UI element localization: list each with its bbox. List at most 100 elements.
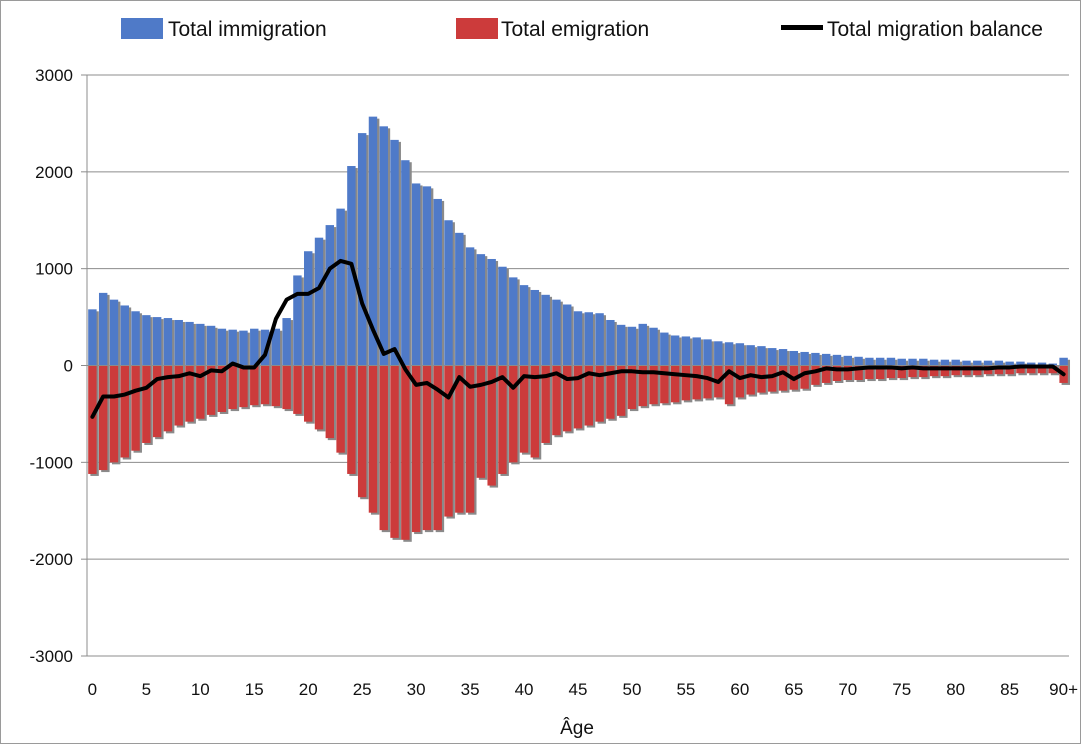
immigration-bar bbox=[444, 220, 453, 366]
x-tick-label: 35 bbox=[461, 680, 480, 699]
immigration-bar bbox=[239, 330, 248, 366]
emigration-bar bbox=[1037, 365, 1047, 374]
immigration-bar bbox=[616, 324, 626, 366]
emigration-bar bbox=[886, 365, 896, 379]
emigration-bar bbox=[940, 365, 950, 377]
x-tick-label: 5 bbox=[142, 680, 151, 699]
immigration-bar bbox=[929, 359, 939, 366]
immigration-bar bbox=[88, 309, 97, 366]
immigration-bar bbox=[627, 326, 637, 366]
emigration-bar bbox=[703, 365, 712, 399]
x-tick-label: 10 bbox=[191, 680, 210, 699]
emigration-bar bbox=[595, 365, 604, 422]
emigration-bar bbox=[98, 365, 108, 471]
x-tick-label: 75 bbox=[892, 680, 911, 699]
emigration-bar bbox=[865, 365, 874, 380]
immigration-bar bbox=[832, 354, 842, 366]
emigration-bar bbox=[390, 365, 399, 538]
immigration-bar bbox=[670, 335, 680, 366]
emigration-bar bbox=[919, 365, 928, 378]
y-tick-label: -2000 bbox=[30, 550, 73, 569]
emigration-bar bbox=[768, 365, 777, 392]
immigration-bar bbox=[994, 360, 1004, 366]
immigration-bar bbox=[886, 357, 896, 366]
emigration-bar bbox=[109, 365, 119, 463]
immigration-bar bbox=[325, 225, 335, 366]
immigration-bar bbox=[196, 323, 205, 366]
emigration-bar bbox=[304, 365, 313, 422]
immigration-bar bbox=[250, 328, 259, 366]
x-tick-label: 25 bbox=[353, 680, 372, 699]
immigration-bar bbox=[109, 299, 119, 366]
x-tick-label: 65 bbox=[784, 680, 803, 699]
x-tick-label: 90+ bbox=[1049, 680, 1078, 699]
emigration-bar bbox=[843, 365, 852, 381]
emigration-bar bbox=[552, 365, 561, 436]
immigration-bar bbox=[919, 358, 928, 366]
immigration-bar bbox=[854, 356, 863, 366]
immigration-bar bbox=[573, 311, 583, 366]
emigration-bar bbox=[206, 365, 216, 415]
emigration-bar bbox=[660, 365, 669, 404]
y-tick-label: -3000 bbox=[30, 647, 73, 666]
emigration-bar bbox=[88, 365, 97, 474]
emigration-bar bbox=[746, 365, 755, 395]
emigration-bar bbox=[541, 365, 550, 443]
legend-swatch-emigration bbox=[456, 18, 498, 39]
emigration-bar bbox=[142, 365, 151, 443]
immigration-bar bbox=[800, 351, 809, 366]
immigration-bar bbox=[649, 327, 658, 366]
emigration-bar bbox=[670, 365, 680, 403]
immigration-bar bbox=[724, 342, 734, 366]
emigration-bar bbox=[832, 365, 842, 381]
immigration-bar bbox=[757, 346, 766, 366]
emigration-bar bbox=[196, 365, 205, 419]
emigration-bar bbox=[336, 365, 345, 453]
emigration-bar bbox=[131, 365, 140, 451]
immigration-bar bbox=[595, 313, 604, 366]
immigration-bar bbox=[768, 348, 777, 366]
emigration-bar bbox=[325, 365, 335, 439]
immigration-bar bbox=[206, 325, 216, 366]
emigration-bar bbox=[854, 365, 863, 381]
emigration-bar bbox=[465, 365, 475, 513]
immigration-bars bbox=[88, 116, 1071, 368]
immigration-bar bbox=[142, 315, 151, 366]
emigration-bar bbox=[455, 365, 464, 513]
immigration-bar bbox=[314, 237, 324, 366]
emigration-bar bbox=[1048, 365, 1058, 374]
emigration-bar bbox=[811, 365, 820, 385]
immigration-bar bbox=[703, 339, 712, 366]
immigration-bar bbox=[875, 357, 885, 366]
emigration-bar bbox=[476, 365, 486, 478]
immigration-bar bbox=[908, 358, 917, 366]
y-tick-label: 3000 bbox=[35, 66, 73, 85]
balance-line bbox=[90, 258, 1066, 419]
emigration-bar bbox=[1027, 365, 1036, 374]
immigration-bar bbox=[714, 341, 723, 366]
immigration-bar bbox=[217, 328, 227, 366]
emigration-bar bbox=[347, 365, 356, 474]
immigration-bar bbox=[174, 319, 183, 366]
emigration-bar bbox=[573, 365, 583, 429]
emigration-bar bbox=[530, 365, 540, 458]
emigration-bar bbox=[498, 365, 507, 474]
emigration-bar bbox=[897, 365, 906, 379]
immigration-bar bbox=[962, 360, 971, 366]
emigration-bar bbox=[509, 365, 518, 463]
immigration-bar bbox=[606, 319, 615, 366]
immigration-bar bbox=[1059, 357, 1068, 366]
emigration-bar bbox=[120, 365, 129, 458]
immigration-bar bbox=[304, 251, 313, 366]
legend-label-balance: Total migration balance bbox=[827, 18, 1043, 41]
immigration-bar bbox=[843, 355, 852, 366]
immigration-bar bbox=[401, 160, 410, 366]
x-tick-label: 40 bbox=[515, 680, 534, 699]
immigration-bar bbox=[897, 358, 906, 366]
immigration-bar bbox=[552, 299, 561, 366]
x-tick-label: 15 bbox=[245, 680, 264, 699]
immigration-bar bbox=[379, 126, 388, 366]
immigration-bar bbox=[282, 318, 291, 366]
emigration-bar bbox=[735, 365, 745, 398]
